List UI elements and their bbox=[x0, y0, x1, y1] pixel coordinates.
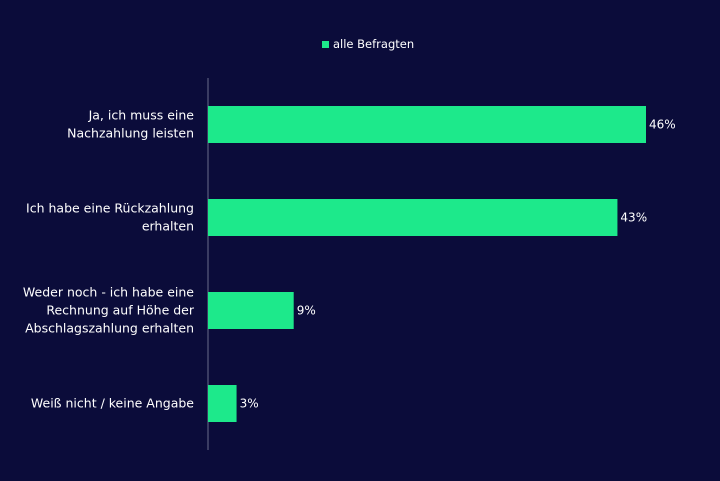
bar-0 bbox=[208, 106, 646, 143]
category-label-1: Ich habe eine Rückzahlung erhalten bbox=[26, 201, 194, 234]
bars-group bbox=[208, 106, 646, 422]
category-label-3: Weiß nicht / keine Angabe bbox=[31, 396, 194, 411]
legend: alle Befragten bbox=[322, 37, 414, 51]
category-label-line: Ja, ich muss eine bbox=[88, 108, 195, 123]
value-label-1: 43% bbox=[620, 211, 647, 225]
value-label-0: 46% bbox=[649, 118, 676, 132]
category-label-line: Weder noch - ich habe eine bbox=[23, 285, 194, 300]
value-label-2: 9% bbox=[297, 304, 316, 318]
value-labels-group: 46% 43% 9% 3% bbox=[240, 118, 676, 411]
category-label-line: Ich habe eine Rückzahlung bbox=[26, 201, 194, 216]
category-label-line: erhalten bbox=[142, 219, 194, 234]
value-label-3: 3% bbox=[240, 397, 259, 411]
bar-1 bbox=[208, 199, 618, 236]
category-label-line: Rechnung auf Höhe der bbox=[46, 303, 194, 318]
category-label-2: Weder noch - ich habe eine Rechnung auf H… bbox=[23, 285, 195, 336]
category-label-line: Weiß nicht / keine Angabe bbox=[31, 396, 194, 411]
legend-swatch bbox=[322, 40, 329, 48]
bar-3 bbox=[208, 385, 237, 422]
category-label-line: Abschlagszahlung erhalten bbox=[25, 321, 194, 336]
category-labels-group: Ja, ich muss eine Nachzahlung leisten Ich … bbox=[23, 108, 195, 411]
category-label-line: Nachzahlung leisten bbox=[67, 126, 194, 141]
category-label-0: Ja, ich muss eine Nachzahlung leisten bbox=[67, 108, 194, 141]
legend-label: alle Befragten bbox=[333, 37, 415, 51]
bar-2 bbox=[208, 292, 294, 329]
